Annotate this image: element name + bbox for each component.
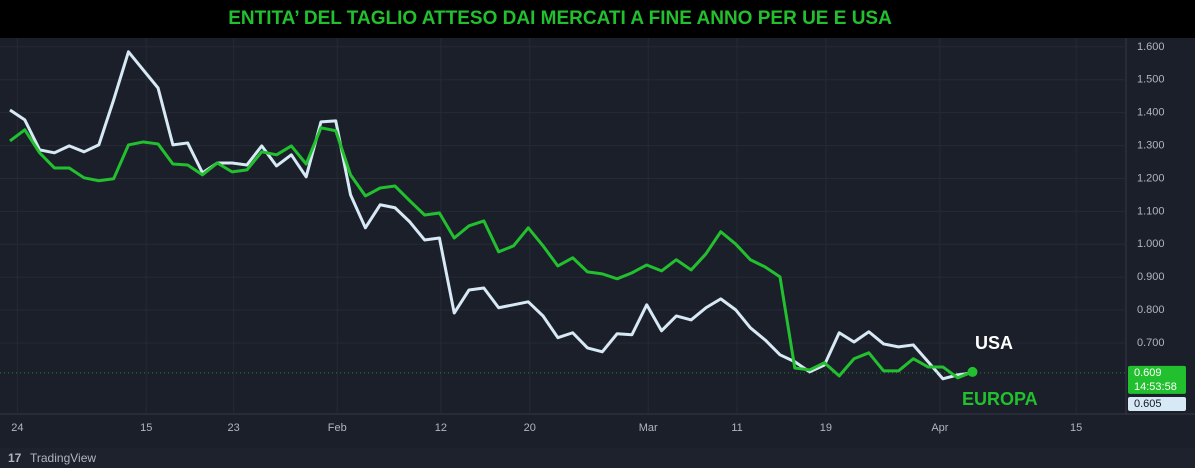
y-tick-label: 1.100 — [1137, 205, 1165, 217]
price-label-time: 14:53:58 — [1134, 381, 1177, 393]
y-tick-label: 1.200 — [1137, 172, 1165, 184]
series-line — [9, 126, 974, 380]
series-line — [9, 50, 973, 381]
x-tick-label: Mar — [639, 422, 658, 434]
y-tick-label: 0.700 — [1137, 337, 1165, 349]
branding: TradingView — [30, 451, 96, 465]
footer — [0, 448, 1195, 468]
y-tick-label: 1.600 — [1137, 41, 1165, 53]
x-tick-label: 15 — [1070, 422, 1082, 434]
x-tick-label: 23 — [227, 422, 239, 434]
price-label: 0.605 — [1134, 398, 1162, 410]
x-tick-label: Feb — [328, 422, 347, 434]
x-tick-label: 12 — [435, 422, 447, 434]
y-tick-label: 0.900 — [1137, 271, 1165, 283]
y-tick-label: 1.300 — [1137, 139, 1165, 151]
y-tick-label: 1.500 — [1137, 74, 1165, 86]
price-label-box — [1128, 397, 1186, 411]
series-label: EUROPA — [962, 389, 1038, 409]
x-tick-label: 24 — [11, 422, 23, 434]
x-tick-label: Apr — [931, 422, 948, 434]
title-band — [0, 0, 1195, 38]
price-label-box — [1128, 365, 1186, 394]
x-tick-label: 11 — [731, 422, 742, 434]
plot-background — [0, 38, 1195, 448]
y-tick-label: 1.400 — [1137, 107, 1165, 119]
chart-title: ENTITA’ DEL TAGLIO ATTESO DAI MERCATI A … — [228, 8, 892, 29]
price-label: 0.609 — [1134, 367, 1162, 379]
series-label: USA — [975, 333, 1013, 353]
y-tick-label: 0.800 — [1137, 304, 1165, 316]
logo: 17 — [8, 451, 22, 465]
x-tick-label: 20 — [524, 422, 536, 434]
last-point — [967, 366, 978, 377]
y-tick-label: 1.000 — [1137, 238, 1165, 250]
x-tick-label: 15 — [140, 422, 152, 434]
x-tick-label: 19 — [820, 422, 832, 434]
